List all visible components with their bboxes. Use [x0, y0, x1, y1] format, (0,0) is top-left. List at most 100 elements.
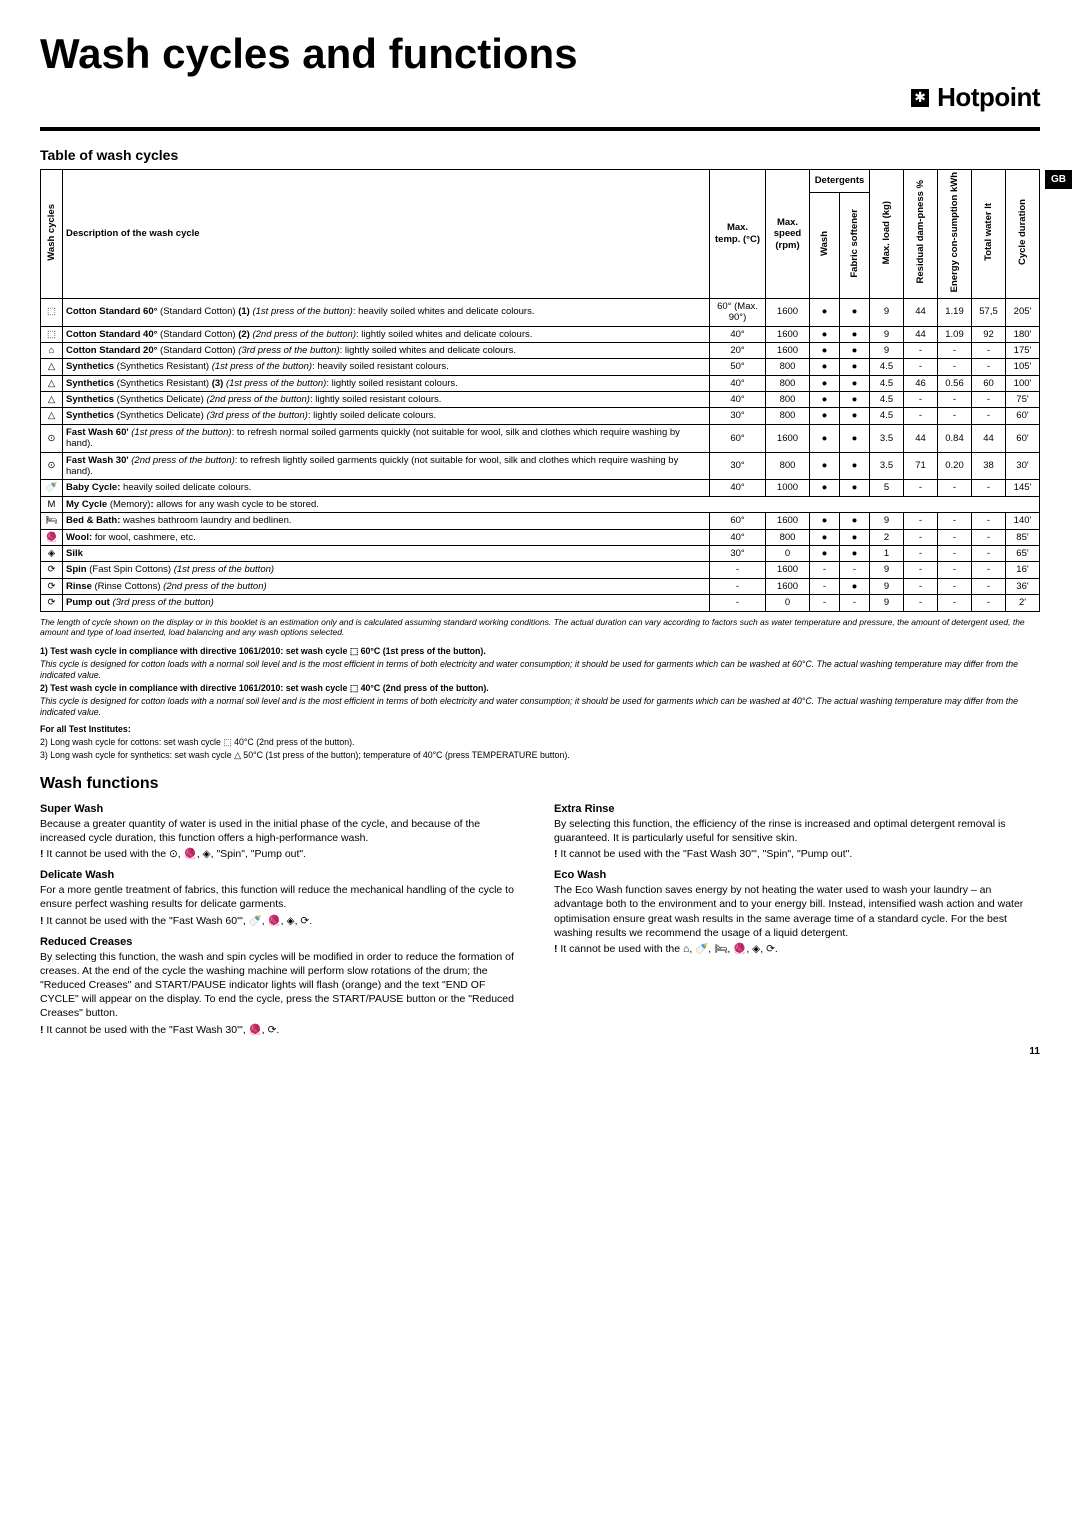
table-row: △Synthetics (Synthetics Resistant) (3) (… [41, 375, 1040, 391]
functions-heading: Wash functions [40, 775, 1040, 793]
locale-badge: GB [1045, 170, 1072, 189]
cell-temp: 40° [710, 375, 766, 391]
cell-temp: 40° [710, 326, 766, 342]
cell-softener: ● [840, 392, 870, 408]
cycle-icon: ⌂ [41, 342, 63, 358]
cell-load: 3.5 [870, 452, 904, 480]
cell-energy: - [938, 513, 972, 529]
cell-residual: - [904, 342, 938, 358]
cell-residual: - [904, 513, 938, 529]
cycle-icon: △ [41, 392, 63, 408]
cycle-description: Bed & Bath: washes bathroom laundry and … [63, 513, 710, 529]
cell-residual: 71 [904, 452, 938, 480]
compliance-line: 1) Test wash cycle in compliance with di… [40, 646, 1040, 657]
cell-duration: 145' [1006, 480, 1040, 496]
cell-load: 5 [870, 480, 904, 496]
cell-energy: - [938, 545, 972, 561]
cell-speed: 1600 [766, 562, 810, 578]
function-body: For a more gentle treatment of fabrics, … [40, 883, 526, 911]
functions-left-column: Super WashBecause a greater quantity of … [40, 795, 526, 1039]
cell-load: 4.5 [870, 392, 904, 408]
compliance-line: 2) Test wash cycle in compliance with di… [40, 683, 1040, 694]
cell-residual: - [904, 480, 938, 496]
cycle-icon: 🍼 [41, 480, 63, 496]
col-description: Description of the wash cycle [63, 170, 710, 299]
cycle-icon: ⟳ [41, 562, 63, 578]
cell-softener: ● [840, 578, 870, 594]
cycle-description: Silk [63, 545, 710, 561]
cell-wash: ● [810, 326, 840, 342]
cell-wash: - [810, 562, 840, 578]
cell-water: 92 [972, 326, 1006, 342]
cell-energy: 1.19 [938, 298, 972, 326]
cell-load: 9 [870, 298, 904, 326]
compliance-line: This cycle is designed for cotton loads … [40, 696, 1040, 718]
cell-speed: 800 [766, 452, 810, 480]
cell-energy: - [938, 359, 972, 375]
cell-speed: 1600 [766, 298, 810, 326]
col-residual: Residual dam-pness % [915, 180, 926, 283]
cycle-description: Baby Cycle: heavily soiled delicate colo… [63, 480, 710, 496]
cycle-icon: 🧶 [41, 529, 63, 545]
table-header: Wash cycles Description of the wash cycl… [41, 170, 1040, 299]
cycle-description: Synthetics (Synthetics Delicate) (3rd pr… [63, 408, 710, 424]
cell-temp: 60° [710, 424, 766, 452]
cell-softener: ● [840, 408, 870, 424]
cycle-icon: ⬚ [41, 298, 63, 326]
cell-wash: ● [810, 545, 840, 561]
col-maxload: Max. load (kg) [881, 201, 892, 264]
cell-wash: ● [810, 342, 840, 358]
cell-wash: ● [810, 359, 840, 375]
cell-residual: - [904, 595, 938, 611]
institutes-line: 2) Long wash cycle for cottons: set wash… [40, 737, 1040, 748]
cell-softener: ● [840, 359, 870, 375]
brand-row: ✱ Hotpoint [40, 82, 1040, 113]
table-row: ⟳Rinse (Rinse Cottons) (2nd press of the… [41, 578, 1040, 594]
cell-temp: 40° [710, 392, 766, 408]
cell-wash: ● [810, 392, 840, 408]
cell-softener: ● [840, 480, 870, 496]
functions-right-column: Extra RinseBy selecting this function, t… [554, 795, 1040, 1039]
cell-load: 9 [870, 562, 904, 578]
cell-water: - [972, 342, 1006, 358]
cell-temp: - [710, 562, 766, 578]
cell-water: - [972, 513, 1006, 529]
function-warning: ! It cannot be used with the ⊙, 🧶, ◈, "S… [40, 847, 526, 861]
cycle-description: Fast Wash 60' (1st press of the button):… [63, 424, 710, 452]
cell-duration: 2' [1006, 595, 1040, 611]
cell-energy: 0.20 [938, 452, 972, 480]
brand-name: Hotpoint [937, 82, 1040, 113]
table-row: 🛏Bed & Bath: washes bathroom laundry and… [41, 513, 1040, 529]
cell-duration: 175' [1006, 342, 1040, 358]
function-body: The Eco Wash function saves energy by no… [554, 883, 1040, 940]
cycle-description: Rinse (Rinse Cottons) (2nd press of the … [63, 578, 710, 594]
cell-water: - [972, 529, 1006, 545]
function-warning: ! It cannot be used with the "Fast Wash … [40, 914, 526, 928]
cell-wash: - [810, 595, 840, 611]
table-footnote: The length of cycle shown on the display… [40, 617, 1040, 638]
cell-water: - [972, 595, 1006, 611]
cell-temp: 30° [710, 452, 766, 480]
cell-temp: - [710, 578, 766, 594]
function-body: Because a greater quantity of water is u… [40, 817, 526, 845]
col-energy: Energy con-sumption kWh [949, 172, 960, 292]
cell-residual: 44 [904, 424, 938, 452]
divider [40, 127, 1040, 131]
cell-wash: ● [810, 513, 840, 529]
cell-wash: ● [810, 452, 840, 480]
cell-wash: ● [810, 408, 840, 424]
cell-duration: 30' [1006, 452, 1040, 480]
table-row: ⬚Cotton Standard 40° (Standard Cotton) (… [41, 326, 1040, 342]
function-heading: Delicate Wash [40, 869, 526, 881]
cell-load: 4.5 [870, 408, 904, 424]
col-maxspeed: Max. speed (rpm) [766, 170, 810, 299]
cycle-description: Synthetics (Synthetics Delicate) (2nd pr… [63, 392, 710, 408]
cycle-icon: △ [41, 375, 63, 391]
cell-temp: 60° (Max. 90°) [710, 298, 766, 326]
cell-duration: 140' [1006, 513, 1040, 529]
cell-load: 1 [870, 545, 904, 561]
cell-speed: 1600 [766, 424, 810, 452]
cycle-icon: ⊙ [41, 452, 63, 480]
cycle-description: Synthetics (Synthetics Resistant) (3) (1… [63, 375, 710, 391]
cycle-icon: ⊙ [41, 424, 63, 452]
